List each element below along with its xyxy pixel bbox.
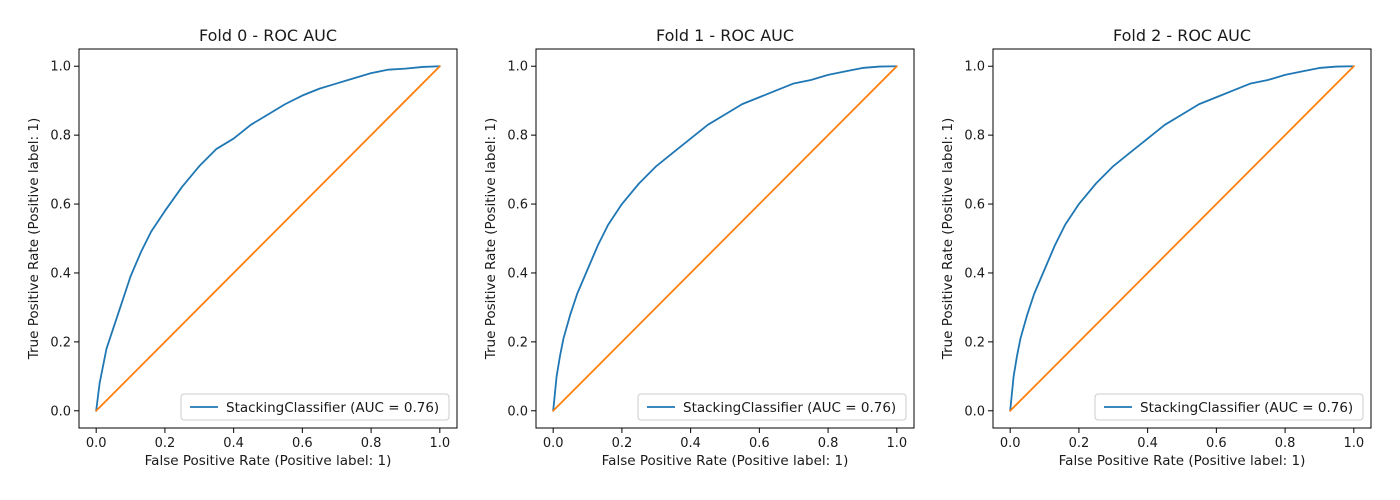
roc-curve-line [95, 65, 441, 412]
x-axis-label: False Positive Rate (Positive label: 1) [602, 453, 849, 469]
legend-box [1094, 393, 1364, 421]
x-tick-label: 0.8 [361, 436, 382, 451]
y-tick-label: 1.0 [507, 60, 528, 75]
x-tick-label: 0.6 [292, 436, 313, 451]
chart-title: Fold 0 - ROC AUC [199, 26, 337, 45]
y-tick-label: 0.0 [50, 404, 71, 419]
y-tick-label: 0.0 [507, 404, 528, 419]
x-tick-label: 0.8 [818, 436, 839, 451]
y-tick-label: 0.6 [507, 198, 528, 213]
legend-box [637, 393, 907, 421]
chart-panel-0: 0.0 0.2 0.4 0.6 0.8 1.0 0.0 0.2 0.4 0.6 0.8 1.0 Fold… [26, 26, 458, 469]
y-tick-label: 1.0 [964, 60, 985, 75]
x-tick-label: 0.4 [680, 436, 701, 451]
y-tick-label: 0.8 [50, 129, 71, 144]
x-tick-label: 0.0 [1000, 436, 1021, 451]
y-axis-label: True Positive Rate (Positive label: 1) [940, 118, 956, 361]
x-tick-label: 0.0 [543, 436, 564, 451]
chance-diagonal-line [552, 65, 898, 412]
x-tick-label: 1.0 [1343, 436, 1364, 451]
y-tick-label: 1.0 [50, 60, 71, 75]
legend: StackingClassifier (AUC = 0.76) [180, 393, 450, 421]
x-tick-label: 1.0 [886, 436, 907, 451]
x-tick-label: 0.2 [1069, 436, 1090, 451]
y-tick-label: 0.8 [964, 129, 985, 144]
axes-frame [535, 48, 915, 429]
y-tick-label: 0.8 [507, 129, 528, 144]
x-axis-label: False Positive Rate (Positive label: 1) [1059, 453, 1306, 469]
legend: StackingClassifier (AUC = 0.76) [1094, 393, 1364, 421]
legend-box [180, 393, 450, 421]
x-tick-label: 0.2 [155, 436, 176, 451]
legend-label: StackingClassifier (AUC = 0.76) [226, 400, 439, 416]
y-tick-label: 0.4 [507, 266, 528, 281]
x-tick-label: 1.0 [429, 436, 450, 451]
x-tick-label: 0.8 [1275, 436, 1296, 451]
x-tick-label: 0.0 [86, 436, 107, 451]
chart-panel-2: 0.0 0.2 0.4 0.6 0.8 1.0 0.0 0.2 0.4 0.6 0.8 1.0 Fold… [940, 26, 1372, 469]
y-tick-label: 0.0 [964, 404, 985, 419]
roc-curve-line [1009, 65, 1355, 412]
x-tick-label: 0.4 [223, 436, 244, 451]
y-axis-label: True Positive Rate (Positive label: 1) [483, 118, 499, 361]
roc-curve-line [552, 65, 898, 412]
y-tick-label: 0.4 [50, 266, 71, 281]
x-tick-label: 0.4 [1137, 436, 1158, 451]
y-axis-label: True Positive Rate (Positive label: 1) [26, 118, 42, 361]
y-tick-label: 0.2 [50, 335, 71, 350]
y-tick-label: 0.6 [50, 198, 71, 213]
chart-panel-1: 0.0 0.2 0.4 0.6 0.8 1.0 0.0 0.2 0.4 0.6 0.8 1.0 Fold… [483, 26, 915, 469]
x-axis-label: False Positive Rate (Positive label: 1) [145, 453, 392, 469]
x-tick-label: 0.6 [749, 436, 770, 451]
legend: StackingClassifier (AUC = 0.76) [637, 393, 907, 421]
chance-diagonal-line [95, 65, 441, 412]
y-tick-label: 0.4 [964, 266, 985, 281]
y-tick-label: 0.2 [507, 335, 528, 350]
x-tick-label: 0.2 [612, 436, 633, 451]
axes-frame [992, 48, 1372, 429]
axes-frame [78, 48, 458, 429]
x-tick-label: 0.6 [1206, 436, 1227, 451]
chart-title: Fold 1 - ROC AUC [656, 26, 794, 45]
legend-label: StackingClassifier (AUC = 0.76) [683, 400, 896, 416]
y-tick-label: 0.6 [964, 198, 985, 213]
chance-diagonal-line [1009, 65, 1355, 412]
chart-title: Fold 2 - ROC AUC [1113, 26, 1251, 45]
y-tick-label: 0.2 [964, 335, 985, 350]
legend-label: StackingClassifier (AUC = 0.76) [1140, 400, 1353, 416]
